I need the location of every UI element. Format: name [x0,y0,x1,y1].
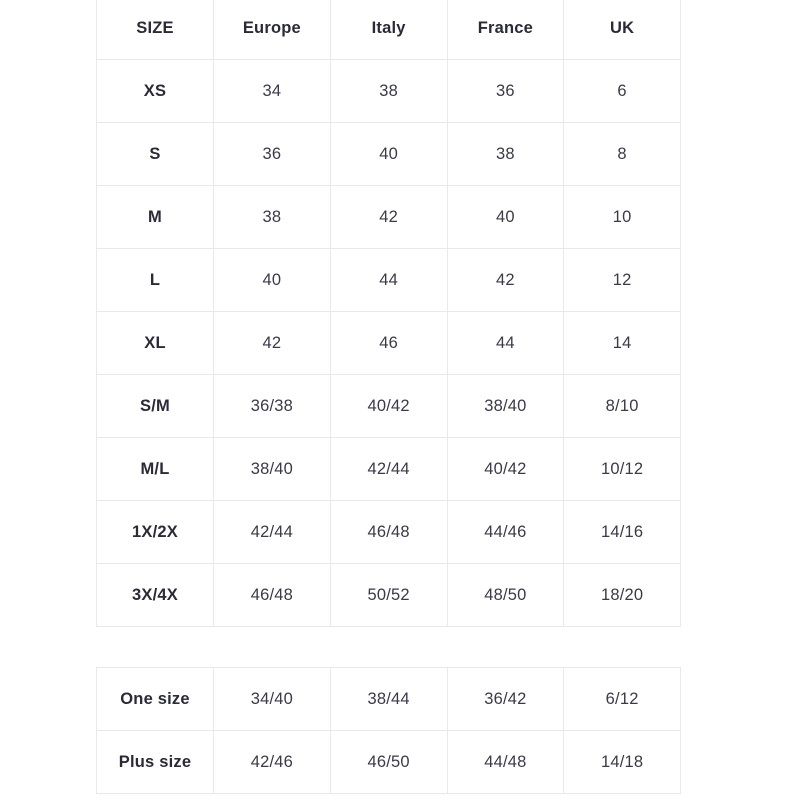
row-label: 1X/2X [96,500,214,564]
table-row: XS 34 38 36 6 [96,59,681,123]
row-label: M [96,185,214,249]
table-row: One size 34/40 38/44 36/42 6/12 [96,667,681,731]
cell-europe: 42 [213,311,331,375]
table-row: M 38 42 40 10 [96,185,681,249]
table-row: M/L 38/40 42/44 40/42 10/12 [96,437,681,501]
column-header-europe: Europe [213,0,331,60]
column-header-uk: UK [563,0,681,60]
cell-uk: 8 [563,122,681,186]
cell-italy: 46 [329,311,448,375]
cell-europe: 36 [213,122,331,186]
table-row: S 36 40 38 8 [96,122,681,186]
cell-france: 40/42 [446,437,565,501]
cell-uk: 12 [563,248,681,312]
row-label: S [96,122,214,186]
cell-france: 38/40 [446,374,565,438]
cell-italy: 46/48 [329,500,448,564]
cell-italy: 40 [329,122,448,186]
cell-france: 44/48 [446,730,565,794]
table-row: 1X/2X 42/44 46/48 44/46 14/16 [96,500,681,564]
cell-europe: 46/48 [213,563,331,627]
row-label: XL [96,311,214,375]
cell-europe: 34/40 [213,667,331,731]
cell-uk: 14 [563,311,681,375]
table-row: L 40 44 42 12 [96,248,681,312]
cell-italy: 42/44 [329,437,448,501]
cell-uk: 6 [563,59,681,123]
cell-france: 36 [446,59,565,123]
table-header-row: SIZE Europe Italy France UK [96,0,681,60]
cell-europe: 38 [213,185,331,249]
cell-europe: 40 [213,248,331,312]
row-label: 3X/4X [96,563,214,627]
table-body: XS 34 38 36 6 S 36 40 38 8 M 38 42 40 10 [96,59,681,627]
cell-italy: 38/44 [329,667,448,731]
cell-europe: 38/40 [213,437,331,501]
row-label: One size [96,667,214,731]
table-row: Plus size 42/46 46/50 44/48 14/18 [96,730,681,794]
column-header-size: SIZE [96,0,214,60]
table-body: One size 34/40 38/44 36/42 6/12 Plus siz… [96,667,681,794]
cell-europe: 34 [213,59,331,123]
cell-italy: 44 [329,248,448,312]
cell-europe: 42/44 [213,500,331,564]
cell-italy: 42 [329,185,448,249]
cell-uk: 10 [563,185,681,249]
row-label: L [96,248,214,312]
cell-italy: 40/42 [329,374,448,438]
column-header-italy: Italy [329,0,448,60]
cell-france: 36/42 [446,667,565,731]
cell-uk: 8/10 [563,374,681,438]
table-row: S/M 36/38 40/42 38/40 8/10 [96,374,681,438]
cell-europe: 36/38 [213,374,331,438]
column-header-france: France [446,0,565,60]
table-row: 3X/4X 46/48 50/52 48/50 18/20 [96,563,681,627]
one-size-plus-size-table: One size 34/40 38/44 36/42 6/12 Plus siz… [96,667,681,794]
cell-uk: 14/18 [563,730,681,794]
international-size-conversion-table: SIZE Europe Italy France UK XS 34 38 36 … [96,0,681,627]
cell-italy: 38 [329,59,448,123]
cell-france: 48/50 [446,563,565,627]
cell-italy: 46/50 [329,730,448,794]
cell-france: 38 [446,122,565,186]
cell-italy: 50/52 [329,563,448,627]
cell-uk: 6/12 [563,667,681,731]
cell-france: 44/46 [446,500,565,564]
cell-uk: 18/20 [563,563,681,627]
row-label: S/M [96,374,214,438]
cell-france: 44 [446,311,565,375]
row-label: Plus size [96,730,214,794]
row-label: XS [96,59,214,123]
row-label: M/L [96,437,214,501]
table-header: SIZE Europe Italy France UK [96,0,681,60]
cell-france: 40 [446,185,565,249]
cell-uk: 14/16 [563,500,681,564]
cell-france: 42 [446,248,565,312]
table-row: XL 42 46 44 14 [96,311,681,375]
cell-uk: 10/12 [563,437,681,501]
cell-europe: 42/46 [213,730,331,794]
